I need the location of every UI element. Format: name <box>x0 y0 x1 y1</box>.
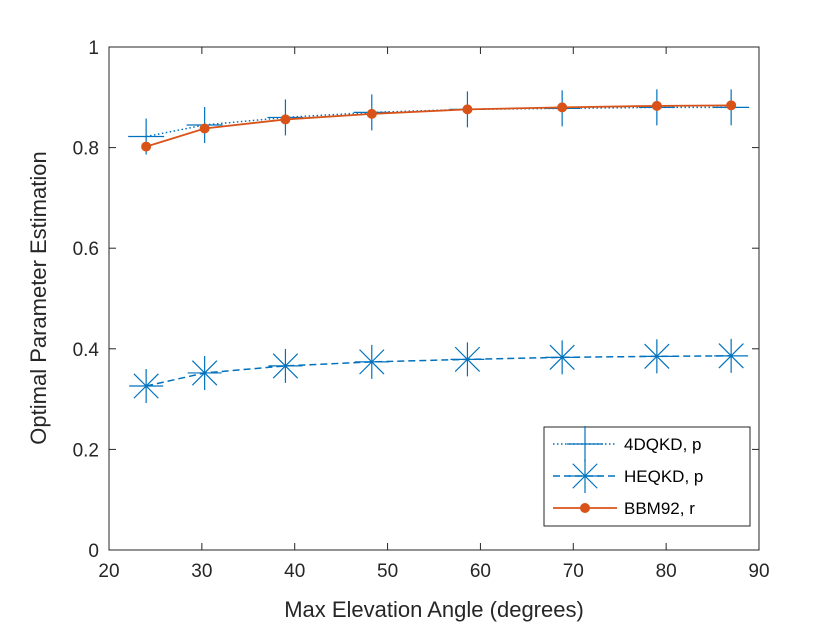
x-tick-label: 70 <box>563 561 584 582</box>
star-marker <box>718 343 744 369</box>
y-axis-label: Optimal Parameter Estimation <box>26 151 51 444</box>
x-tick-label: 20 <box>98 561 119 582</box>
dot-marker <box>366 108 377 119</box>
x-tick-label: 60 <box>470 561 491 582</box>
series-2 <box>141 100 737 152</box>
star-marker <box>191 360 218 386</box>
x-tick-label: 50 <box>377 561 398 582</box>
axis-ticks: 20 30 40 50 60 70 80 90 0 0.2 0.4 0.6 0.8 1 <box>73 38 770 582</box>
dot-marker <box>280 114 291 125</box>
legend: 4DQKD, p HEQKD, p BBM92, r <box>543 426 751 527</box>
star-marker <box>359 349 385 375</box>
x-axis-label: Max Elevation Angle (degrees) <box>284 597 584 622</box>
y-tick-label: 0.2 <box>73 440 99 461</box>
star-marker <box>572 463 598 489</box>
dot-marker <box>726 100 737 111</box>
y-tick-label: 1 <box>88 38 99 59</box>
dot-marker <box>651 100 662 111</box>
y-tick-label: 0.4 <box>73 340 100 361</box>
series-line <box>145 104 732 148</box>
x-tick-label: 80 <box>656 561 677 582</box>
dot-marker <box>580 503 590 513</box>
star-marker <box>644 343 670 370</box>
series-1 <box>129 338 749 404</box>
series-group <box>128 89 750 404</box>
star-marker <box>272 353 299 379</box>
x-tick-label: 40 <box>284 561 305 582</box>
legend-label: BBM92, r <box>624 499 695 518</box>
dot-marker <box>462 104 473 115</box>
legend-label: 4DQKD, p <box>624 435 701 454</box>
x-tick-label: 30 <box>191 561 212 582</box>
legend-label: HEQKD, p <box>624 467 703 486</box>
star-marker <box>133 373 159 399</box>
y-tick-label: 0.8 <box>73 139 99 160</box>
dot-marker <box>557 102 568 113</box>
y-tick-label: 0.6 <box>73 239 99 260</box>
star-marker <box>454 346 481 373</box>
y-tick-label: 0 <box>88 541 99 562</box>
dot-marker <box>199 123 210 134</box>
dot-marker <box>141 141 152 152</box>
x-tick-label: 90 <box>748 561 769 582</box>
star-marker <box>549 344 575 371</box>
